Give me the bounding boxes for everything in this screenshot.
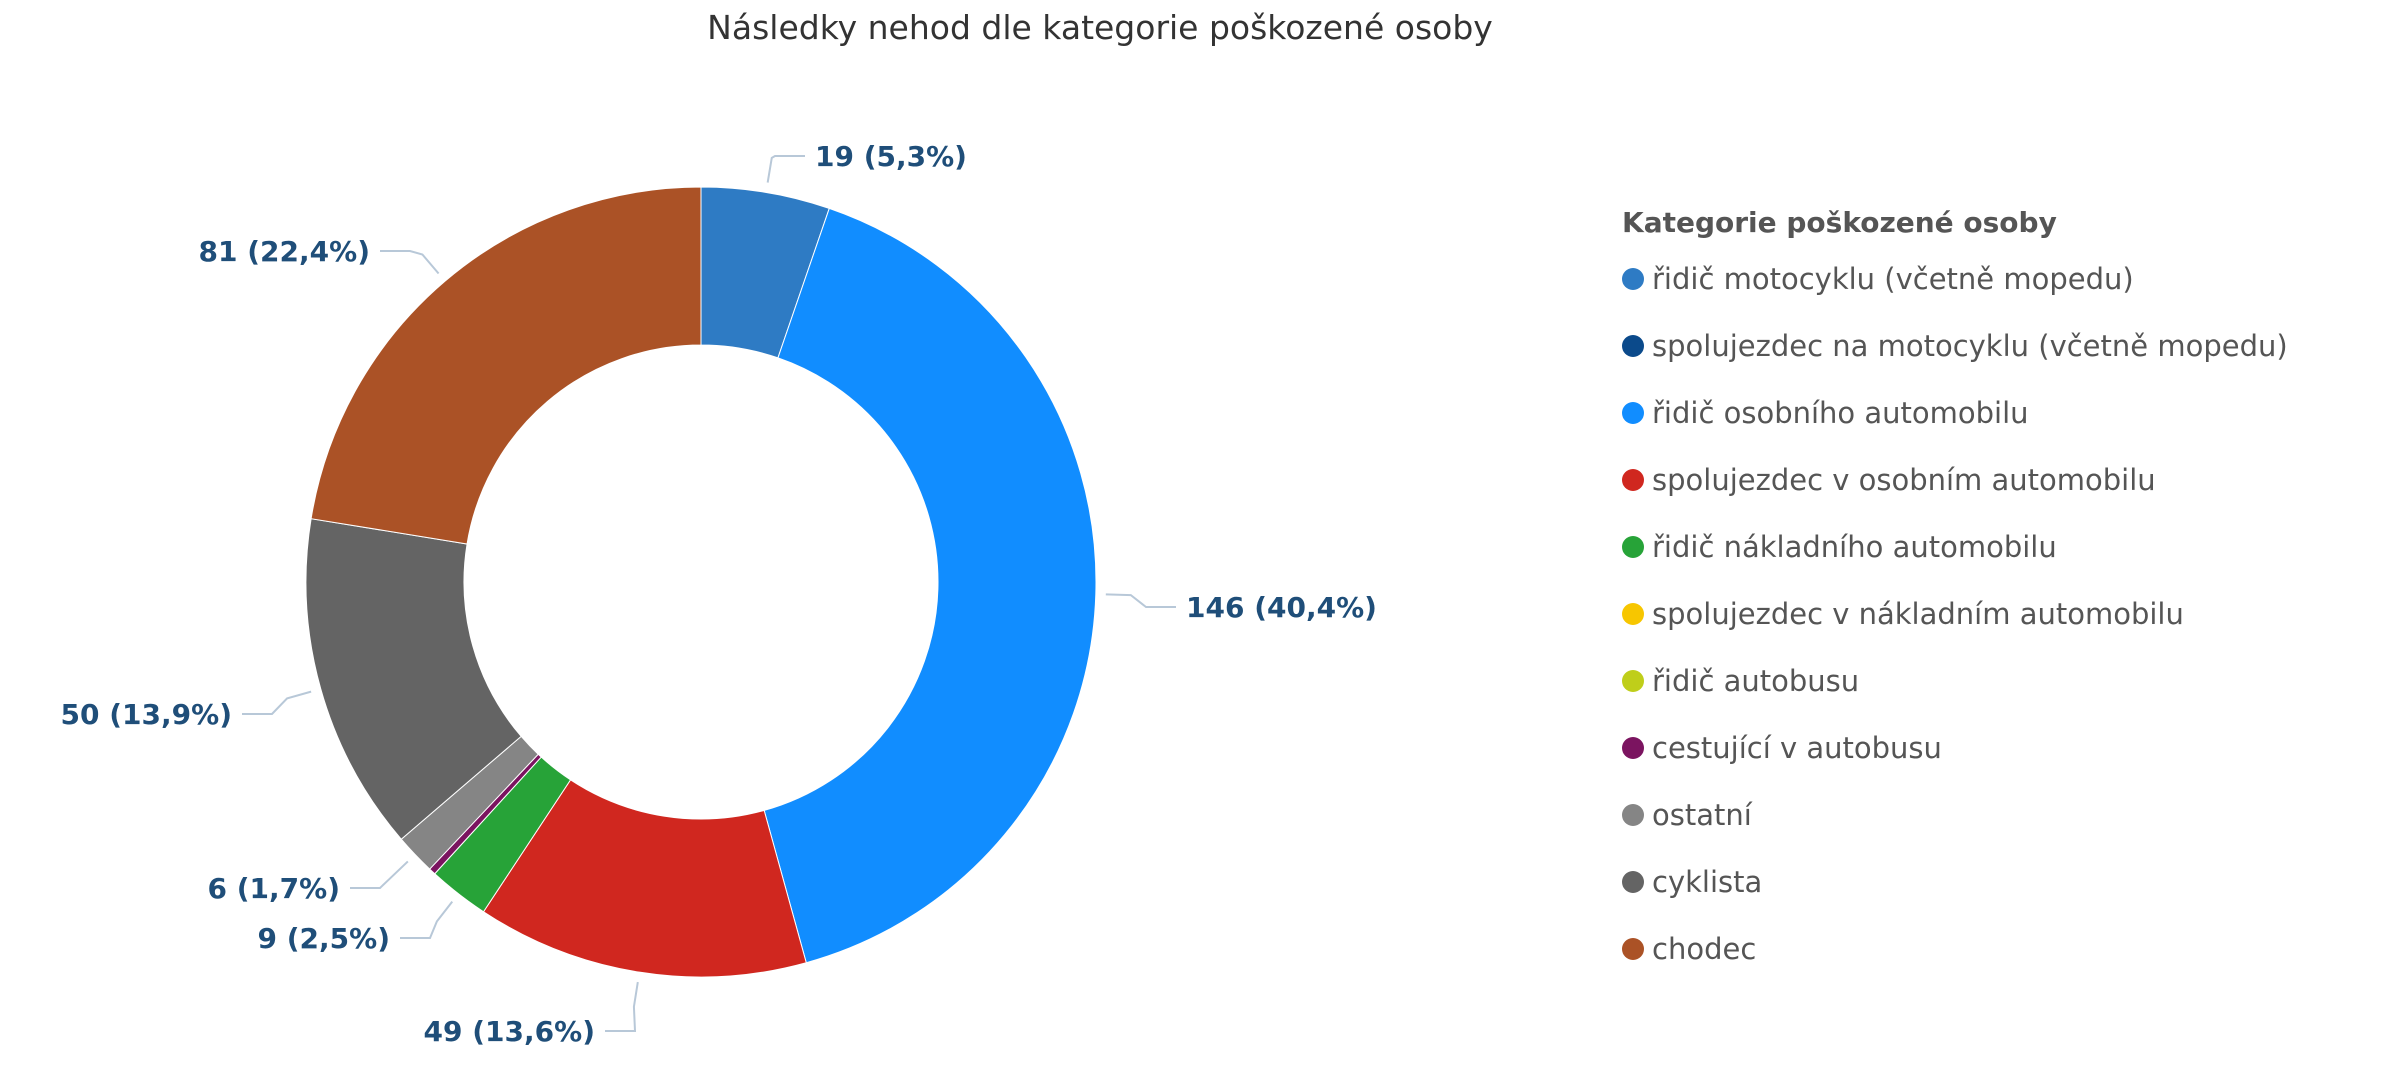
legend-item[interactable]: řidič osobního automobilu [1622,379,2288,446]
legend-label: řidič autobusu [1652,663,1860,698]
legend-marker-icon [1622,401,1644,424]
legend-marker-icon [1622,870,1644,893]
legend-item[interactable]: spolujezdec v osobním automobilu [1622,446,2288,513]
data-label-9: 50 (13,9%) [61,698,232,731]
legend-item[interactable]: ostatní [1622,781,2288,848]
legend-label: ostatní [1652,797,1752,832]
legend-item[interactable]: spolujezdec v nákladním automobilu [1622,580,2288,647]
leader-line-8 [350,860,409,889]
slice-2[interactable] [763,207,1097,964]
chart-title: Následky nehod dle kategorie poškozené o… [707,8,1493,47]
leader-line-9 [242,690,312,715]
data-label-10: 81 (22,4%) [199,235,370,268]
legend-item[interactable]: řidič autobusu [1622,647,2288,714]
data-label-8: 6 (1,7%) [208,872,340,905]
legend-item[interactable]: cyklista [1622,848,2288,915]
legend-marker-icon [1622,602,1644,625]
data-label-0: 19 (5,3%) [815,140,967,173]
leader-line-2 [1105,593,1176,608]
slice-3[interactable] [482,779,807,978]
legend-label: chodec [1652,931,1757,966]
legend: Kategorie poškozené osoby řidič motocykl… [1622,206,2288,982]
legend-label: řidič motocyklu (včetně mopedu) [1652,261,2134,296]
legend-marker-icon [1622,535,1644,558]
legend-label: řidič osobního automobilu [1652,395,2029,430]
legend-item[interactable]: řidič motocyklu (včetně mopedu) [1622,245,2288,312]
legend-item[interactable]: cestující v autobusu [1622,714,2288,781]
data-label-3: 49 (13,6%) [424,1015,595,1048]
legend-marker-icon [1622,468,1644,491]
legend-marker-icon [1622,334,1644,357]
data-label-2: 146 (40,4%) [1186,591,1377,624]
legend-marker-icon [1622,669,1644,692]
data-label-4: 9 (2,5%) [258,922,390,955]
legend-label: cyklista [1652,864,1763,899]
legend-marker-icon [1622,803,1644,826]
legend-marker-icon [1622,736,1644,759]
legend-title: Kategorie poškozené osoby [1622,206,2057,239]
legend-item[interactable]: řidič nákladního automobilu [1622,513,2288,580]
legend-marker-icon [1622,267,1644,290]
leader-line-4 [400,900,454,939]
legend-label: spolujezdec v osobním automobilu [1652,462,2156,497]
legend-marker-icon [1622,937,1644,960]
slice-10[interactable] [310,186,702,545]
leader-line-3 [605,981,639,1032]
leader-line-10 [380,250,440,275]
legend-item[interactable]: chodec [1622,915,2288,982]
legend-label: spolujezdec na motocyklu (včetně mopedu) [1652,328,2288,363]
legend-label: cestující v autobusu [1652,730,1942,765]
legend-label: řidič nákladního automobilu [1652,529,2057,564]
legend-label: spolujezdec v nákladním automobilu [1652,596,2184,631]
legend-item[interactable]: spolujezdec na motocyklu (včetně mopedu) [1622,312,2288,379]
leader-line-0 [766,155,805,183]
